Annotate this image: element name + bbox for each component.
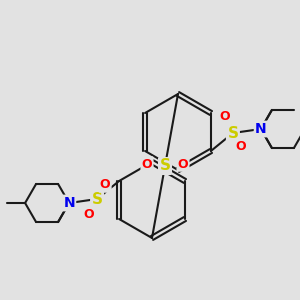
Text: O: O xyxy=(84,208,94,221)
Text: N: N xyxy=(63,196,75,210)
Text: N: N xyxy=(255,122,267,136)
Text: O: O xyxy=(220,110,230,124)
Text: O: O xyxy=(142,158,152,170)
Text: S: S xyxy=(227,125,239,140)
Text: S: S xyxy=(160,158,170,173)
Text: O: O xyxy=(236,140,246,154)
Text: O: O xyxy=(178,158,188,170)
Text: S: S xyxy=(92,191,103,206)
Text: O: O xyxy=(100,178,110,191)
